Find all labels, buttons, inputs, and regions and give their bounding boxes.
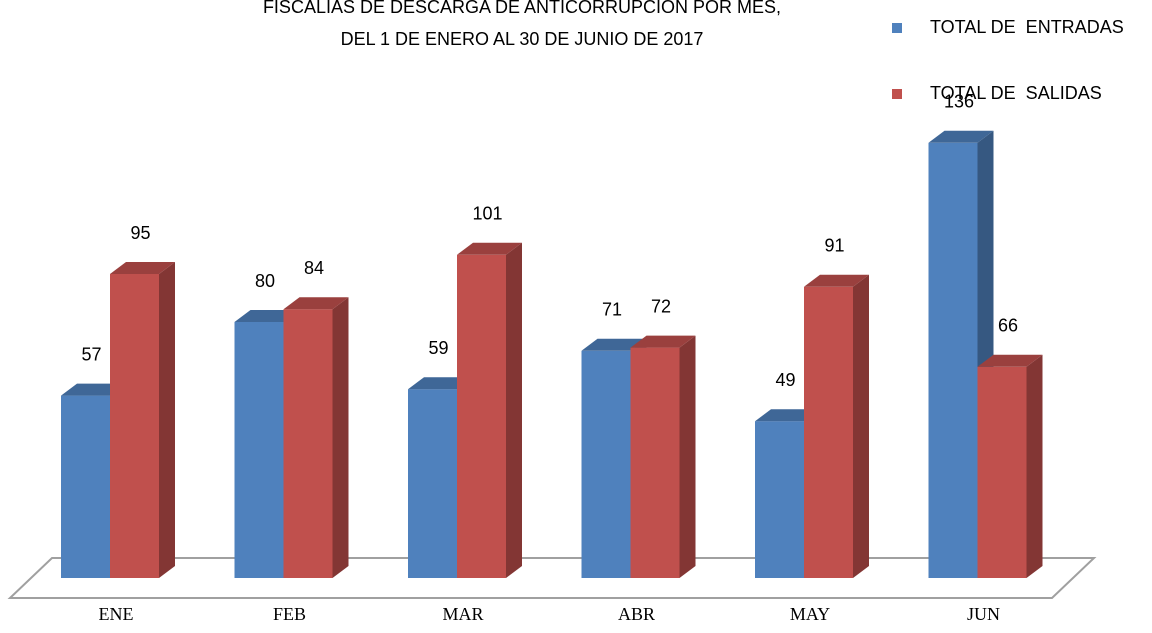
bar-side (853, 274, 869, 578)
x-tick-label: MAY (790, 604, 830, 624)
bar (408, 389, 457, 578)
bar (804, 286, 853, 578)
x-tick-label: ENE (99, 604, 134, 624)
bar (234, 322, 284, 578)
bar-side (1026, 354, 1043, 578)
x-tick-label: JUN (967, 604, 1000, 624)
data-label: 91 (824, 236, 844, 256)
data-label: 136 (944, 92, 974, 112)
bar (110, 274, 159, 578)
bar-side (159, 262, 175, 578)
bar-top (581, 338, 647, 351)
legend-swatch (892, 23, 902, 33)
x-tick-label: ABR (618, 604, 655, 624)
bar-top (408, 377, 473, 390)
legend-label: TOTAL DE ENTRADAS (930, 17, 1124, 37)
data-label: 72 (651, 296, 671, 316)
bar-top (755, 409, 820, 422)
bar (283, 309, 333, 578)
bar-top (630, 335, 696, 348)
bar (61, 395, 110, 578)
bar (977, 366, 1027, 578)
data-label: 49 (775, 370, 795, 390)
data-label: 84 (304, 258, 324, 278)
bar (755, 421, 804, 578)
data-label: 71 (602, 300, 622, 320)
bar (581, 350, 631, 578)
bar (630, 347, 680, 578)
bar-side (332, 297, 349, 578)
bar-top (283, 297, 349, 310)
data-label: 66 (998, 316, 1018, 336)
bar-top (61, 383, 126, 396)
bar (928, 142, 978, 579)
legend-label: TOTAL DE SALIDAS (930, 83, 1102, 103)
data-label: 101 (472, 204, 502, 224)
data-label: 95 (130, 223, 150, 243)
data-label: 59 (428, 338, 448, 358)
x-tick-label: MAR (442, 604, 483, 624)
bar (457, 254, 506, 579)
chart-title: FISCALIAS DE DESCARGA DE ANTICORRUPCION … (263, 0, 781, 17)
data-label: 57 (81, 344, 101, 364)
bar-top (928, 130, 994, 143)
bar-top (234, 310, 300, 322)
bar-top (457, 242, 522, 255)
legend-swatch (892, 89, 902, 99)
bar-top (110, 262, 175, 274)
bar-top (804, 274, 869, 287)
bar-side (679, 335, 696, 578)
bar-top (977, 354, 1043, 367)
x-tick-label: FEB (273, 604, 306, 624)
chart-subtitle: DEL 1 DE ENERO AL 30 DE JUNIO DE 2017 (341, 29, 704, 49)
bar-side (506, 242, 522, 579)
data-label: 80 (255, 271, 275, 291)
